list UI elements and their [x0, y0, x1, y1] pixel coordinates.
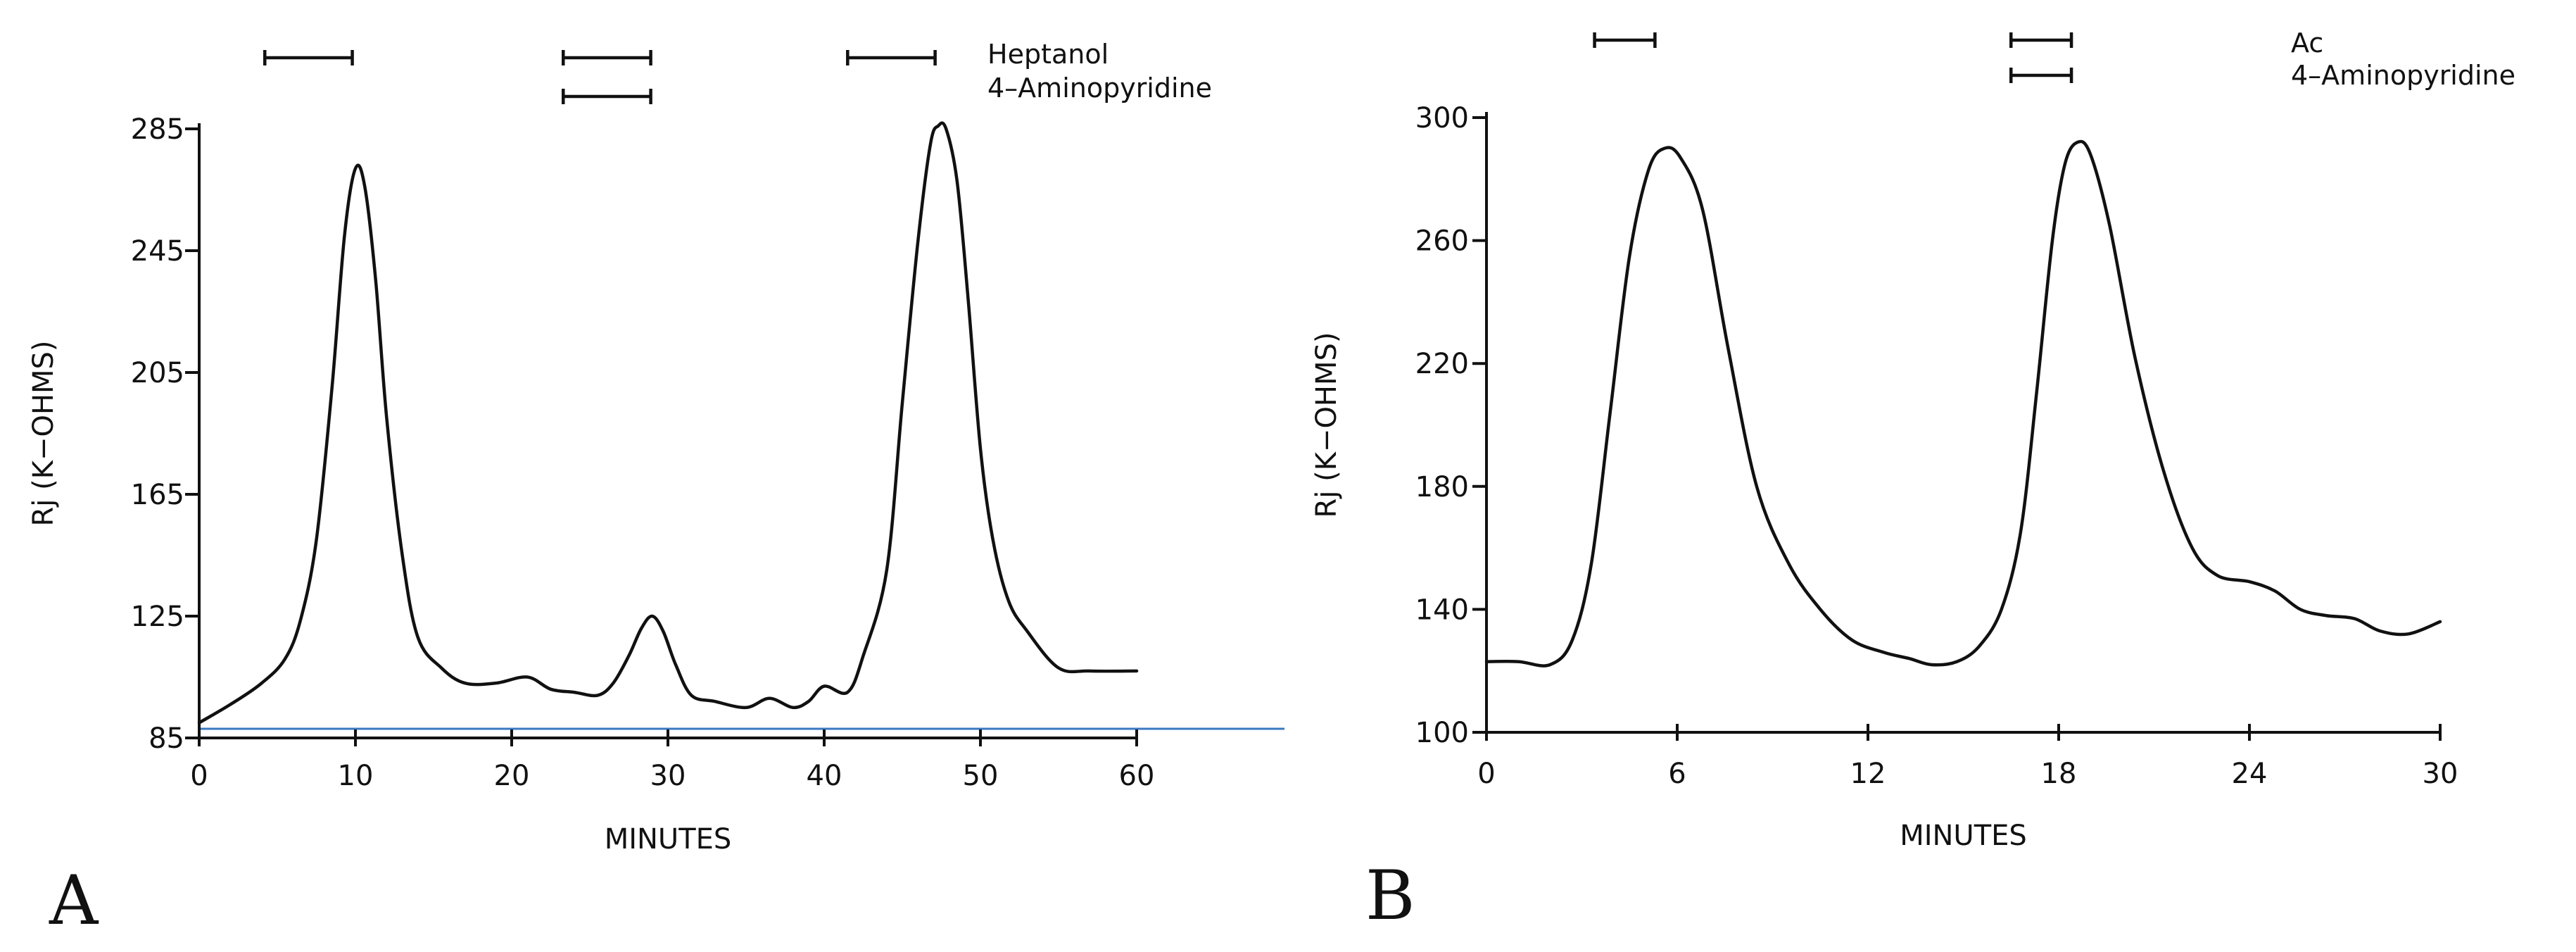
x-axis-label-a: MINUTES — [605, 823, 732, 856]
treatment-label-a: Heptanol — [987, 39, 1109, 70]
treatment-bar-a — [562, 89, 652, 104]
chart-panel-a: 85 125 165 205 245 285 0 10 20 30 40 50 60 MINUTES Rj … — [27, 39, 1284, 856]
y-tick-label-b: 100 — [1415, 717, 1469, 749]
y-tick-label-b: 180 — [1415, 471, 1469, 503]
x-tick-label-a: 50 — [963, 760, 999, 792]
y-tick-label-b: 220 — [1415, 348, 1469, 380]
x-tick-label-a: 40 — [807, 760, 842, 792]
y-tick-label-a: 85 — [149, 722, 184, 755]
y-axis-label-a: Rj (K−OHMS) — [27, 340, 60, 526]
x-tick-label-b: 18 — [2041, 758, 2077, 790]
x-tick-label-a: 30 — [650, 760, 686, 792]
x-tick-label-b: 30 — [2423, 758, 2458, 790]
treatment-bar-a — [562, 50, 652, 65]
x-tick-label-a: 10 — [338, 760, 374, 792]
y-tick-label-a: 125 — [131, 601, 184, 633]
treatment-label-b: 4–Aminopyridine — [2291, 60, 2515, 91]
x-tick-label-a: 20 — [494, 760, 530, 792]
y-tick-label-a: 165 — [131, 479, 184, 511]
panel-letter-b: B — [1365, 856, 1415, 935]
series-line-a — [197, 121, 1139, 725]
x-tick-label-b: 24 — [2232, 758, 2268, 790]
treatment-bar-b — [2009, 68, 2073, 83]
treatment-bar-a — [846, 50, 937, 65]
x-tick-label-b: 0 — [1477, 758, 1495, 790]
y-tick-label-a: 205 — [131, 357, 184, 389]
x-tick-label-b: 6 — [1668, 758, 1686, 790]
chart-panel-b: 100 140 180 220 260 300 0 6 12 18 24 30 MINUTES Rj (K… — [1311, 27, 2515, 852]
treatment-label-a: 4–Aminopyridine — [987, 73, 1212, 104]
y-tick-label-b: 300 — [1415, 102, 1469, 134]
series-line-b — [1484, 139, 2442, 668]
y-axis-label-b: Rj (K−OHMS) — [1311, 332, 1343, 518]
x-tick-label-a: 60 — [1119, 760, 1155, 792]
x-axis-label-b: MINUTES — [1900, 820, 2027, 852]
x-tick-label-b: 12 — [1850, 758, 1886, 790]
treatment-bar-b — [2009, 32, 2073, 48]
treatment-bar-a — [263, 50, 354, 65]
x-tick-label-a: 0 — [190, 760, 208, 792]
y-tick-label-b: 140 — [1415, 594, 1469, 626]
treatment-label-b: Ac — [2291, 27, 2323, 58]
y-tick-label-b: 260 — [1415, 225, 1469, 258]
panel-letter-a: A — [49, 861, 99, 940]
treatment-bar-b — [1593, 32, 1657, 48]
y-tick-label-a: 285 — [131, 113, 184, 146]
y-tick-label-a: 245 — [131, 235, 184, 268]
